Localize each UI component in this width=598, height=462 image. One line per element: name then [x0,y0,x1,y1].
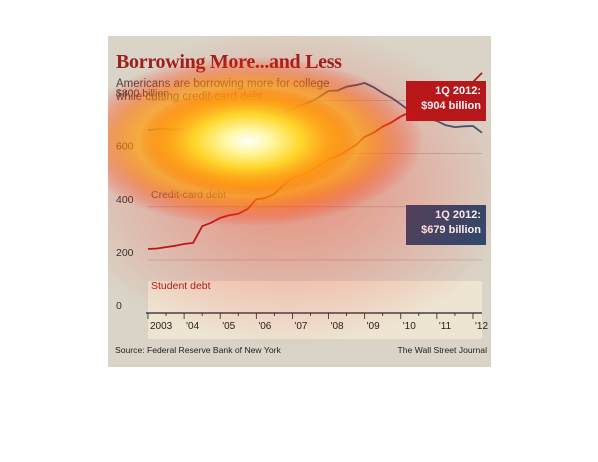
x-tick-label: '05 [222,321,235,332]
chart-subtitle: Americans are borrowing more for college… [116,78,330,103]
x-tick-label: '06 [258,321,271,332]
x-tick-label: '04 [186,321,199,332]
publisher-credit: The Wall Street Journal [397,345,487,355]
chart-title: Borrowing More...and Less [116,51,342,73]
x-tick-label: '09 [367,321,380,332]
x-tick-label: '08 [331,321,344,332]
credit-callout-period: 1Q 2012: [435,209,481,221]
credit-card-debt-callout: 1Q 2012: $679 billion [406,205,486,245]
student-debt-label: Student debt [151,280,211,292]
y-tick-label: 400 [116,194,134,206]
credit-card-debt-label: Credit-card debt [151,189,226,201]
y-tick-label: 600 [116,141,134,153]
source-note: Source: Federal Reserve Bank of New York [115,345,281,355]
student-callout-value: $904 billion [421,100,481,112]
credit-callout-value: $679 billion [421,224,481,236]
x-tick-label: 2003 [150,321,173,332]
x-tick-label: '12 [475,321,488,332]
x-tick-label: '07 [294,321,307,332]
y-tick-label: 200 [116,247,134,259]
x-tick-label: '11 [439,321,452,332]
student-debt-callout: 1Q 2012: $904 billion [406,81,486,121]
chart-card: 0 200 400 600 $800 billion 2003'04'05'06'07 '… [108,36,491,367]
y-tick-label: 0 [116,300,122,312]
x-tick-label: '10 [403,321,416,332]
student-callout-period: 1Q 2012: [435,85,481,97]
